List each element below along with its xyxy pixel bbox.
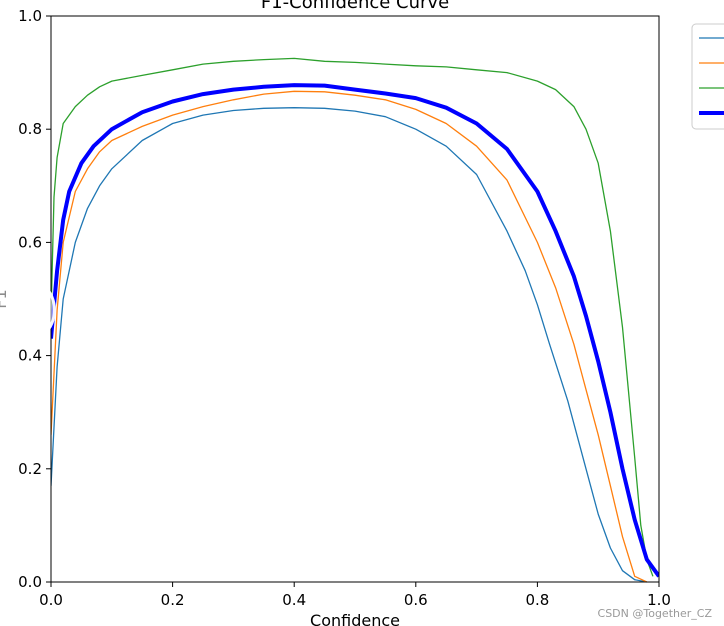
series-line-3 [51, 57, 654, 577]
previous-nav-button[interactable] [0, 274, 56, 346]
y-tick-label: 0.6 [18, 233, 42, 251]
plot-area [50, 15, 660, 583]
legend-box [691, 23, 724, 130]
y-tick-label: 0.8 [18, 120, 42, 138]
axis-ticks: 0.0 0.2 0.4 0.6 0.8 1.0 0.0 0.2 0.4 0.6 0.8 1.0 [18, 7, 671, 609]
y-tick-label: 0.4 [18, 347, 42, 365]
chart-title: F1-Confidence Curve [261, 0, 449, 13]
x-tick-label: 0.2 [161, 591, 185, 609]
x-axis-label: Confidence [310, 611, 400, 626]
x-tick-label: 0.0 [39, 591, 63, 609]
legend [691, 23, 724, 130]
chevron-left-icon [12, 294, 34, 332]
y-tick-label: 0.0 [18, 573, 42, 591]
watermark: CSDN @Together_CZ [597, 607, 712, 620]
series-line-4 [51, 83, 659, 578]
series-line-2 [51, 90, 648, 583]
x-tick-label: 0.6 [404, 591, 428, 609]
y-tick-label: 1.0 [18, 7, 42, 25]
x-tick-label: 1.0 [647, 591, 671, 609]
x-tick-label: 0.4 [282, 591, 306, 609]
series-line-1 [51, 107, 647, 583]
y-tick-label: 0.2 [18, 460, 42, 478]
series-group [51, 57, 659, 583]
x-tick-label: 0.8 [525, 591, 549, 609]
